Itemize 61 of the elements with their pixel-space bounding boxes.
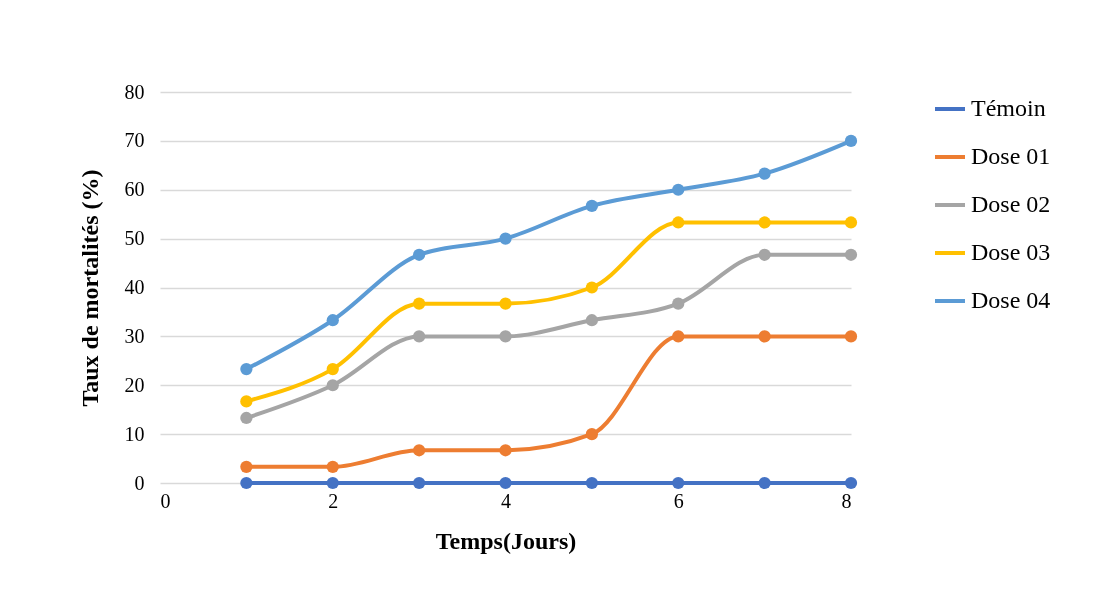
y-tick-label: 70 xyxy=(124,129,145,152)
point xyxy=(326,379,339,392)
y-tick-label: 0 xyxy=(134,471,145,494)
point xyxy=(499,330,512,343)
y-tick-label: 60 xyxy=(124,178,145,201)
point xyxy=(758,330,771,343)
point xyxy=(672,183,685,196)
legend-label: Témoin xyxy=(971,95,1046,121)
legend-label: Dose 03 xyxy=(971,239,1051,265)
point xyxy=(240,363,253,376)
point xyxy=(240,395,253,408)
point xyxy=(758,216,771,229)
y-axis-title: Taux de mortalités (%) xyxy=(76,169,103,407)
legend-label: Dose 04 xyxy=(971,287,1051,313)
point xyxy=(844,216,858,229)
point xyxy=(240,460,253,473)
point xyxy=(585,314,598,327)
x-tick-label: 6 xyxy=(673,489,684,512)
point xyxy=(758,476,771,490)
x-tick-label: 2 xyxy=(328,489,339,512)
point xyxy=(499,232,512,245)
point xyxy=(413,476,426,490)
point xyxy=(672,476,685,490)
point xyxy=(326,460,339,473)
point xyxy=(499,444,512,457)
x-tick-label: 8 xyxy=(841,489,852,512)
y-tick-label: 50 xyxy=(124,227,145,250)
y-tick-label: 40 xyxy=(124,276,145,298)
point xyxy=(758,248,771,261)
x-axis-title: Temps(Jours) xyxy=(435,527,577,554)
point xyxy=(844,476,858,490)
point xyxy=(326,476,339,490)
point xyxy=(672,216,685,229)
point xyxy=(844,134,858,147)
y-tick-label: 10 xyxy=(124,422,145,445)
point xyxy=(585,428,598,441)
point xyxy=(413,297,426,310)
point xyxy=(499,297,512,310)
point xyxy=(585,199,598,212)
point xyxy=(844,330,858,343)
point xyxy=(585,281,598,294)
x-tick-label: 0 xyxy=(160,489,171,512)
y-tick-label: 80 xyxy=(124,80,145,103)
point xyxy=(326,363,339,376)
legend-label: Dose 02 xyxy=(971,191,1051,217)
y-tick-label: 30 xyxy=(124,324,145,347)
point xyxy=(240,476,253,490)
point xyxy=(672,297,685,310)
point xyxy=(413,444,426,457)
point xyxy=(844,248,858,261)
point xyxy=(499,476,512,490)
x-tick-label: 4 xyxy=(501,489,511,512)
point xyxy=(326,314,339,327)
point xyxy=(758,167,771,180)
point xyxy=(672,330,685,343)
y-tick-label: 20 xyxy=(124,373,145,396)
point xyxy=(585,476,598,490)
point xyxy=(413,330,426,343)
legend-label: Dose 01 xyxy=(971,143,1051,169)
point xyxy=(413,248,426,261)
point xyxy=(240,411,253,425)
